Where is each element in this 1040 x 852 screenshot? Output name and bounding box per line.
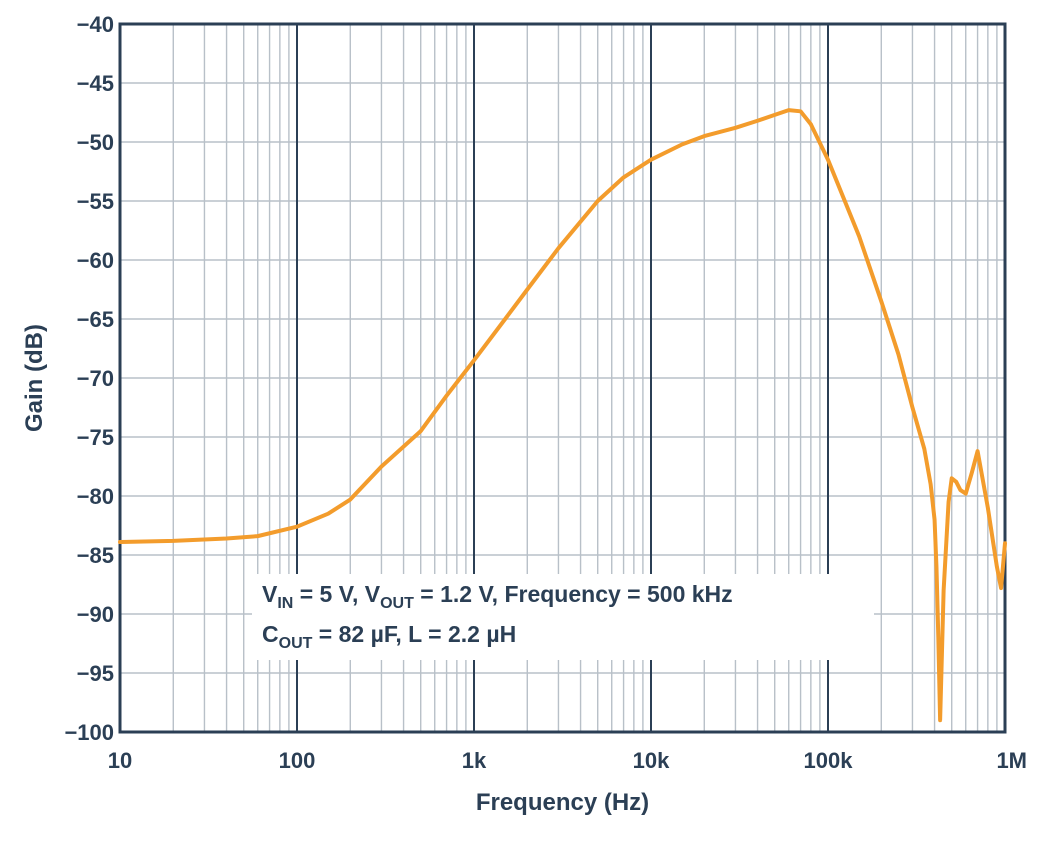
y-tick-label: −85	[77, 543, 114, 568]
annotation-background	[252, 574, 874, 660]
y-tick-label: −50	[77, 130, 114, 155]
y-tick-label: −90	[77, 602, 114, 627]
plot-frame	[118, 22, 1007, 734]
y-tick-label: −95	[77, 661, 114, 686]
annotation-line-1: VIN = 5 V, VOUT = 1.2 V, Frequency = 500…	[262, 581, 733, 612]
series-line-gain	[118, 108, 1007, 723]
y-tick-label: −60	[77, 248, 114, 273]
x-tick-label: 10	[108, 748, 132, 773]
x-tick-labels: 10 100 1k 10k 100k 1M	[108, 748, 1027, 773]
x-tick-label: 100k	[804, 748, 854, 773]
annotation-box: VIN = 5 V, VOUT = 1.2 V, Frequency = 500…	[252, 574, 874, 660]
y-tick-label: −75	[77, 425, 114, 450]
annotation-line-2: COUT = 82 µF, L = 2.2 µH	[262, 621, 516, 652]
x-tick-label: 1k	[462, 748, 487, 773]
y-tick-label: −40	[77, 12, 114, 37]
y-tick-label: −65	[77, 307, 114, 332]
series-group	[118, 108, 1007, 723]
x-tick-label: 10k	[633, 748, 670, 773]
y-tick-label: −55	[77, 189, 114, 214]
y-tick-label: −80	[77, 484, 114, 509]
y-axis-title: Gain (dB)	[21, 324, 48, 432]
y-tick-labels: −40 −45 −50 −55 −60 −65 −70 −75 −80 −85 −90 −95 −100	[64, 12, 114, 745]
y-tick-label: −45	[77, 71, 114, 96]
y-tick-label: −100	[64, 720, 114, 745]
x-tick-label: 100	[279, 748, 316, 773]
y-tick-label: −70	[77, 366, 114, 391]
x-tick-label: 1M	[996, 748, 1027, 773]
x-axis-title: Frequency (Hz)	[476, 789, 649, 816]
